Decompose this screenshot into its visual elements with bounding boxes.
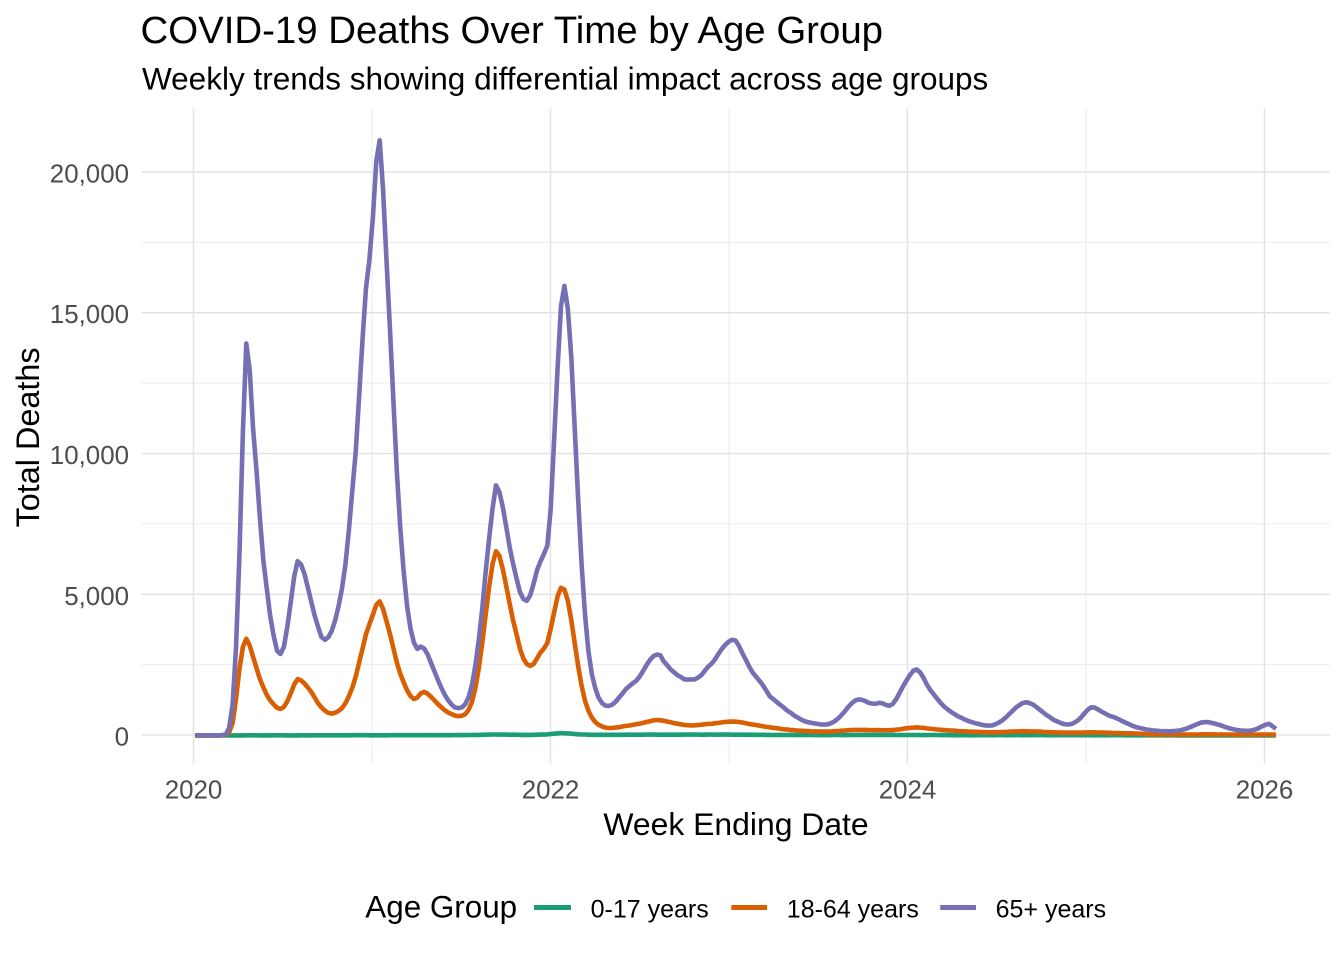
svg-text:2026: 2026 (1236, 777, 1294, 805)
svg-text:Week Ending Date: Week Ending Date (603, 806, 868, 842)
svg-text:18-64 years: 18-64 years (787, 895, 919, 923)
svg-text:2024: 2024 (879, 777, 937, 805)
svg-text:65+ years: 65+ years (996, 895, 1107, 923)
svg-text:COVID-19 Deaths Over Time by A: COVID-19 Deaths Over Time by Age Group (141, 9, 884, 52)
svg-text:2022: 2022 (522, 777, 580, 805)
svg-text:10,000: 10,000 (50, 442, 129, 470)
svg-text:0-17 years: 0-17 years (591, 895, 709, 923)
svg-text:Total Deaths: Total Deaths (10, 347, 46, 527)
svg-text:5,000: 5,000 (64, 583, 129, 611)
svg-text:0: 0 (115, 724, 129, 752)
svg-text:Weekly trends showing differen: Weekly trends showing differential impac… (142, 61, 988, 97)
svg-text:15,000: 15,000 (50, 301, 129, 329)
svg-text:2020: 2020 (165, 777, 223, 805)
svg-text:Age Group: Age Group (365, 890, 517, 925)
svg-text:20,000: 20,000 (50, 161, 129, 189)
